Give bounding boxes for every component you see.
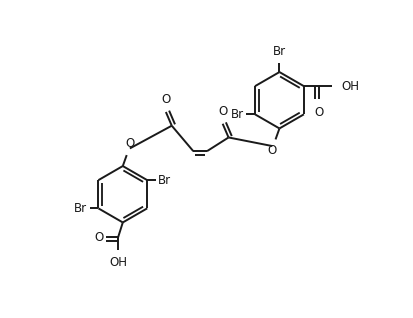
Text: O: O (218, 105, 227, 118)
Text: O: O (94, 231, 103, 244)
Text: O: O (267, 144, 276, 157)
Text: Br: Br (158, 174, 171, 187)
Text: Br: Br (230, 108, 244, 121)
Text: OH: OH (340, 80, 358, 93)
Text: O: O (313, 106, 323, 119)
Text: O: O (125, 137, 134, 150)
Text: OH: OH (109, 256, 127, 269)
Text: Br: Br (272, 45, 285, 58)
Text: Br: Br (74, 202, 87, 215)
Text: O: O (161, 93, 170, 106)
